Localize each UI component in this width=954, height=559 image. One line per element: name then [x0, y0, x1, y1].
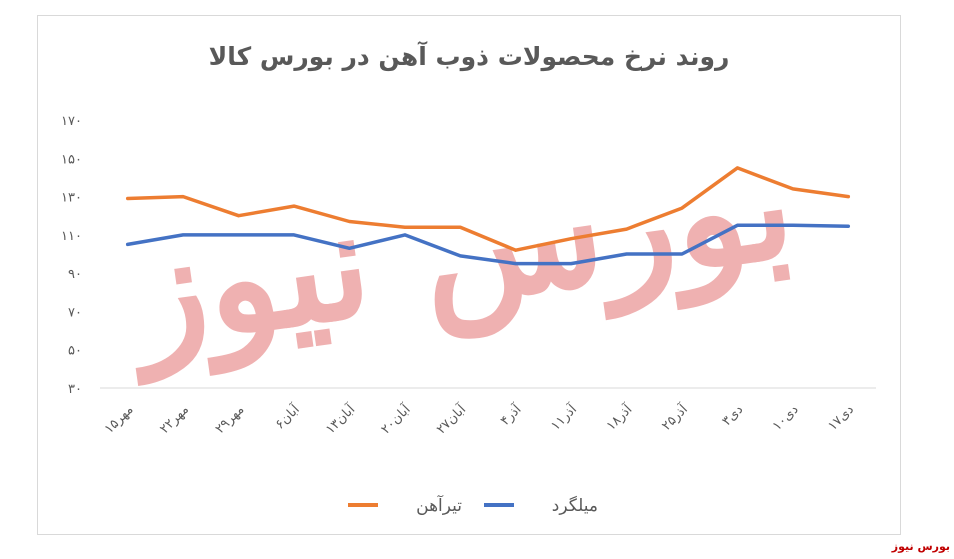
x-tick-label: ۲۵آذر: [658, 400, 692, 434]
x-tick-label: ۱۱آذر: [547, 400, 581, 434]
y-tick-label: ۱۳۰: [61, 191, 82, 206]
chart-title: روند نرخ محصولات ذوب آهن در بورس کالا: [208, 42, 730, 71]
y-tick-label: ۱۱۰: [61, 229, 82, 244]
chart-frame: [37, 15, 901, 535]
x-tick-label: ۲۷آبان: [433, 400, 471, 438]
y-tick-label: ۳۰: [68, 382, 82, 397]
x-tick-label: ۶آبان: [271, 400, 304, 433]
x-tick-label: ۴آذر: [496, 400, 525, 429]
x-tick-label: ۲۹مهر: [213, 402, 248, 437]
x-tick-label: ۱۵مهر: [102, 402, 137, 437]
y-tick-label: ۹۰: [68, 267, 82, 282]
series-line-0: [125, 166, 851, 252]
y-tick-label: ۵۰: [68, 344, 82, 359]
footer-brand-logo: بورس نیوز: [891, 540, 950, 553]
y-axis-ticks: ۱۷۰ ۱۵۰ ۱۳۰ ۱۱۰ ۹۰ ۷۰ ۵۰ ۳۰: [61, 114, 82, 397]
x-axis-ticks: ۱۵مهر ۲۲مهر ۲۹مهر ۶آبان ۱۳آبان ۲۰آبان ۲۷آبان ۴آ…: [102, 400, 857, 438]
series-layer: [125, 166, 851, 266]
x-tick-label: ۱۷دی: [825, 402, 857, 434]
legend: تیرآهن میلگرد: [348, 494, 598, 516]
watermark-logo-text: بورس نیوز: [113, 115, 804, 386]
x-tick-label: ۱۰دی: [770, 402, 802, 434]
y-tick-label: ۱۵۰: [61, 152, 82, 167]
watermark-layer: بورس نیوز: [113, 115, 804, 386]
x-tick-label: ۱۸آذر: [602, 400, 636, 434]
legend-label-0: تیرآهن: [416, 494, 462, 516]
x-tick-label: ۲۰آبان: [377, 400, 415, 438]
x-tick-label: ۲۲مهر: [157, 402, 192, 437]
legend-label-1: میلگرد: [552, 495, 598, 516]
x-tick-label: ۳دی: [719, 402, 746, 429]
series-line-1: [125, 223, 851, 266]
y-tick-label: ۷۰: [68, 305, 82, 320]
x-tick-label: ۱۳آبان: [322, 400, 360, 438]
y-tick-label: ۱۷۰: [61, 114, 82, 129]
